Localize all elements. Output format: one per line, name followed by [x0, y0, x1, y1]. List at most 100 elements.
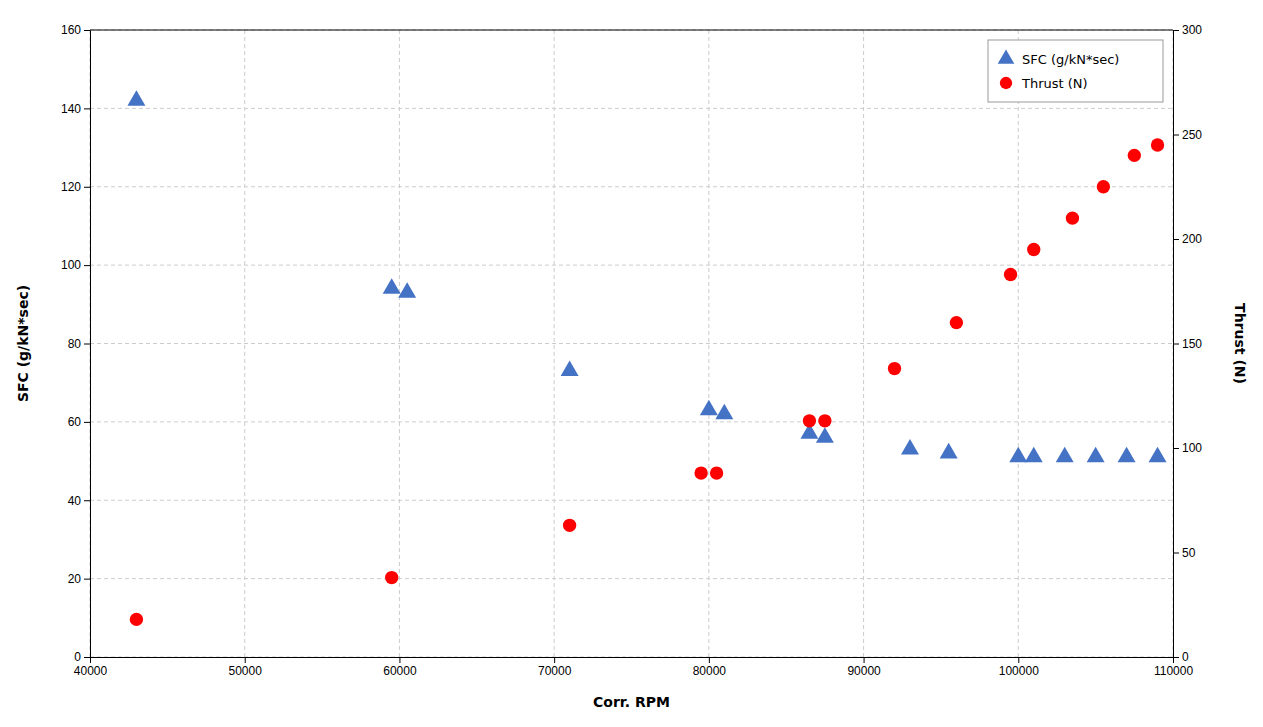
- tick-mark: [84, 108, 90, 109]
- point: [563, 519, 576, 532]
- legend-symbol: [1000, 77, 1012, 89]
- marks: [127, 90, 1166, 626]
- tick: 70000: [538, 657, 572, 678]
- tick-label: 120: [61, 180, 81, 194]
- axis-line: [91, 658, 1174, 664]
- point: [710, 466, 723, 479]
- tick-mark: [1173, 344, 1179, 345]
- tick: 140: [61, 102, 90, 116]
- tick-mark: [84, 422, 90, 423]
- tick: 100: [61, 258, 90, 272]
- legend-item: Thrust (N): [1000, 76, 1088, 91]
- point: [816, 427, 834, 443]
- tick: 120: [61, 180, 90, 194]
- tick-mark: [84, 657, 90, 658]
- tick-mark: [84, 30, 90, 31]
- point: [1087, 447, 1105, 463]
- grid-line-y: [90, 500, 1173, 501]
- tick-label: 100: [1182, 441, 1202, 455]
- axis-line: [1174, 31, 1180, 658]
- tick: 100000: [999, 657, 1039, 678]
- point: [1066, 211, 1079, 224]
- tick-label: 70000: [538, 664, 572, 678]
- tick-label: 100: [61, 258, 81, 272]
- tick: 90000: [847, 657, 881, 678]
- tick-mark: [709, 657, 710, 663]
- point: [561, 361, 579, 377]
- point: [1128, 149, 1141, 162]
- tick-mark: [864, 657, 865, 663]
- legend-label: SFC (g/kN*sec): [1022, 52, 1119, 67]
- tick-mark: [84, 344, 90, 345]
- tick-mark: [84, 579, 90, 580]
- point: [1151, 138, 1164, 151]
- grid-line-y: [90, 343, 1173, 344]
- legend: SFC (g/kN*sec) Thrust (N): [988, 40, 1163, 102]
- point: [1149, 447, 1167, 463]
- point: [1056, 447, 1074, 463]
- tick: 100: [1173, 441, 1202, 455]
- chart: 4000050000600007000080000900001000001100…: [0, 0, 1263, 727]
- tick-label: 0: [74, 650, 81, 664]
- point: [398, 282, 416, 298]
- tick-label: 50: [1182, 546, 1196, 560]
- grid-line-y: [90, 108, 1173, 109]
- tick: 250: [1173, 128, 1202, 142]
- point: [383, 278, 401, 294]
- tick-label: 300: [1182, 23, 1202, 37]
- tick-label: 20: [68, 572, 82, 586]
- tick: 80000: [693, 657, 727, 678]
- tick-mark: [1018, 657, 1019, 663]
- point: [901, 439, 919, 455]
- plot: 4000050000600007000080000900001000001100…: [61, 23, 1202, 677]
- grid-line-y: [90, 186, 1173, 187]
- point: [940, 443, 958, 459]
- point: [715, 404, 733, 420]
- series: [127, 90, 1166, 462]
- tick: 200: [1173, 232, 1202, 246]
- tick: 80: [68, 337, 90, 351]
- tick-label: 80000: [693, 664, 727, 678]
- tick: 0: [74, 650, 90, 664]
- point: [127, 90, 145, 106]
- tick-mark: [1173, 657, 1179, 658]
- tick: 0: [1173, 650, 1189, 664]
- point: [694, 466, 707, 479]
- point: [803, 414, 816, 427]
- tick-label: 60: [68, 415, 82, 429]
- tick-mark: [554, 657, 555, 663]
- tick-label: 150: [1182, 337, 1202, 351]
- tick-label: 60000: [383, 664, 417, 678]
- tick-mark: [1173, 553, 1179, 554]
- x-axis-title: Corr. RPM: [593, 694, 670, 710]
- y-axis-title: SFC (g/kN*sec): [15, 285, 31, 402]
- point: [1027, 243, 1040, 256]
- tick-mark: [1173, 135, 1179, 136]
- point: [1097, 180, 1110, 193]
- tick-label: 90000: [847, 664, 881, 678]
- tick-mark: [84, 265, 90, 266]
- grid-line-y: [90, 265, 1173, 266]
- y-axis: 020406080100120140160: [61, 23, 91, 664]
- y2-axis-title: Thrust (N): [1232, 303, 1248, 384]
- tick-mark: [84, 500, 90, 501]
- tick-mark: [245, 657, 246, 663]
- point: [950, 316, 963, 329]
- tick-mark: [1173, 30, 1179, 31]
- tick-mark: [84, 187, 90, 188]
- tick: 150: [1173, 337, 1202, 351]
- tick: 300: [1173, 23, 1202, 37]
- tick-mark: [1173, 448, 1179, 449]
- point: [700, 400, 718, 416]
- grid-line-y: [90, 578, 1173, 579]
- axis-line: [84, 31, 91, 658]
- point: [888, 362, 901, 375]
- point: [818, 414, 831, 427]
- point: [385, 571, 398, 584]
- tick: 60000: [383, 657, 417, 678]
- point: [1025, 447, 1043, 463]
- tick: 60: [68, 415, 90, 429]
- x-axis: 4000050000600007000080000900001000001100…: [74, 657, 1194, 678]
- tick-label: 80: [68, 337, 82, 351]
- tick-label: 40000: [74, 664, 108, 678]
